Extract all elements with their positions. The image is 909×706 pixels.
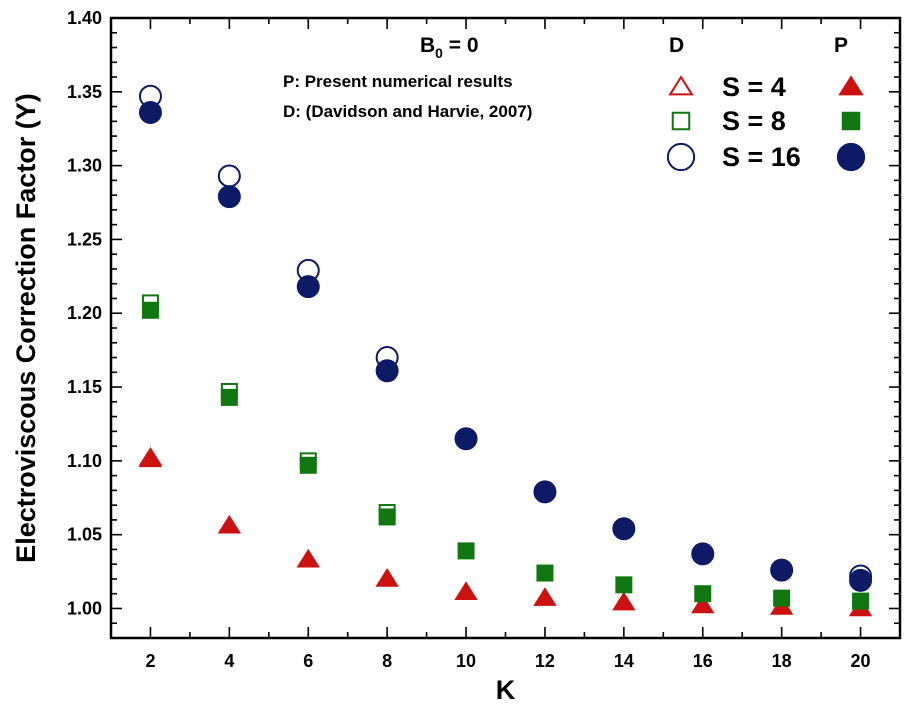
marker-p-s16 (533, 480, 557, 504)
marker-p-s16 (849, 568, 873, 592)
y-axis-title: Electroviscous Correction Factor (Y) (11, 93, 41, 563)
marker-p-s16 (612, 517, 636, 541)
marker-p-s16 (454, 427, 478, 451)
marker-p-s16 (296, 275, 320, 299)
marker-p-s4 (691, 594, 715, 614)
marker-p-s8 (378, 508, 396, 526)
p-description: P: Present numerical results (283, 72, 513, 91)
x-axis-title: K (496, 675, 516, 705)
y-tick-label: 1.40 (67, 8, 102, 28)
b0-label: B0 = 0 (420, 34, 479, 61)
x-tick-label: 4 (224, 651, 234, 671)
major-ticks (111, 17, 900, 638)
marker-p-s4 (375, 568, 399, 587)
marker-p-s8 (141, 301, 159, 319)
marker-p-s8 (852, 592, 870, 610)
legend-marker-p (841, 111, 861, 131)
marker-p-s4 (296, 548, 320, 568)
marker-p-s16 (375, 359, 399, 383)
marker-p-s8 (615, 576, 633, 594)
marker-p-s4 (533, 587, 557, 606)
y-tick-labels: 1.00 1.05 1.10 1.15 1.20 1.25 1.30 1.35 1.40 (67, 8, 102, 618)
x-tick-label: 6 (303, 651, 313, 671)
y-tick-label: 1.05 (67, 525, 102, 545)
legend-marker-p (838, 75, 864, 96)
d-description: D: (Davidson and Harvie, 2007) (283, 102, 532, 121)
annotation-block: B0 = 0 P: Present numerical results D: (… (283, 34, 848, 121)
x-tick-label: 8 (382, 651, 392, 671)
marker-p-s8 (220, 388, 238, 406)
legend-col-d: D (669, 34, 684, 57)
legend-marker-d (668, 75, 694, 96)
marker-p-s16 (770, 558, 794, 582)
marker-p-s8 (299, 456, 317, 474)
marker-d-s16 (217, 164, 241, 188)
marker-p-s8 (773, 589, 791, 607)
y-tick-label: 1.00 (67, 598, 102, 618)
y-tick-label: 1.35 (67, 82, 102, 102)
x-tick-label: 20 (851, 651, 871, 671)
x-tick-label: 2 (145, 651, 155, 671)
marker-p-s16 (691, 542, 715, 566)
legend-label: S = 4 (722, 72, 786, 102)
marker-p-s4 (138, 448, 163, 468)
y-tick-label: 1.25 (67, 229, 102, 249)
marker-p-s16 (217, 185, 241, 209)
y-tick-label: 1.15 (67, 377, 102, 397)
marker-p-s8 (457, 542, 475, 560)
legend-marker-d (666, 142, 696, 172)
legend-col-p: P (834, 34, 848, 57)
y-tick-label: 1.10 (67, 451, 102, 471)
marker-p-s4 (612, 591, 636, 611)
legend-label: S = 16 (722, 142, 801, 172)
marker-p-s8 (536, 564, 554, 582)
marker-p-s16 (138, 100, 162, 124)
x-tick-labels: 2 4 6 8 10 12 14 16 18 20 (145, 651, 870, 671)
marker-p-s4 (454, 581, 478, 600)
legend-marker-p (836, 142, 866, 172)
x-tick-label: 10 (456, 651, 476, 671)
legend-label: S = 8 (722, 106, 786, 136)
marker-p-s4 (217, 514, 242, 534)
y-tick-label: 1.20 (67, 303, 102, 323)
x-tick-label: 16 (693, 651, 713, 671)
legend: S = 4 S = 8 S = 16 (666, 72, 866, 172)
y-tick-label: 1.30 (67, 156, 102, 176)
x-tick-label: 18 (772, 651, 792, 671)
marker-p-s8 (694, 585, 712, 603)
legend-marker-d (671, 111, 691, 131)
x-tick-label: 12 (535, 651, 555, 671)
minor-ticks (110, 18, 901, 639)
data-markers (138, 84, 873, 617)
x-tick-label: 14 (614, 651, 634, 671)
